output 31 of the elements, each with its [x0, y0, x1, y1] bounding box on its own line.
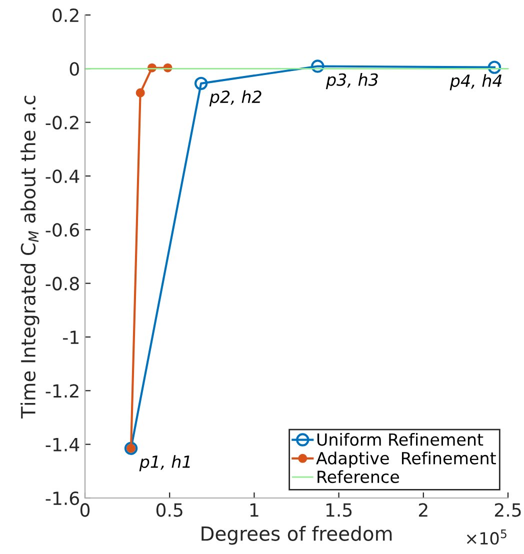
x-tick-label: 2 — [418, 503, 428, 517]
annotation: p1, h1 — [139, 455, 190, 472]
y-tick-label: -0.4 — [46, 169, 80, 184]
text: ×10$^{5}$ — [466, 530, 506, 545]
y-tick-label: -1 — [63, 330, 78, 344]
y-tick-label: -0.2 — [46, 116, 78, 130]
point — [124, 442, 138, 455]
annotation: p4, h4 — [450, 74, 502, 90]
annotation: p2, h2 — [209, 90, 262, 106]
point — [194, 76, 208, 90]
x-tick-label: 0 — [80, 503, 90, 517]
x-tick-label: 1.5 — [326, 503, 352, 517]
point — [136, 88, 145, 98]
annotation: p3, h3 — [326, 73, 378, 90]
point — [311, 60, 324, 73]
legend-label: Uniform Refinement — [317, 432, 484, 446]
x-tick-label: 1 — [250, 503, 258, 517]
y-tick-label: 0 — [70, 62, 79, 76]
x-tick-label: 2.5 — [494, 503, 521, 517]
y-tick-label: -0.6 — [46, 223, 80, 237]
legend-label: Reference — [318, 470, 400, 484]
y-tick-label: -0.8 — [46, 276, 79, 290]
y-tick-label: 0.2 — [52, 8, 78, 22]
y-tick-label: -1.2 — [46, 384, 78, 398]
point — [488, 60, 502, 74]
y-tick-label: -1.6 — [46, 491, 80, 506]
x-axis-title: Degrees of freedom — [202, 526, 392, 545]
legend-label: Adaptive Refinement — [316, 452, 496, 468]
y-axis-title: Time Integrated C$_{M}$ about the a.c — [20, 96, 40, 419]
y-tick-label: -1.4 — [46, 438, 80, 452]
x-tick-label: 0.5 — [156, 503, 182, 517]
